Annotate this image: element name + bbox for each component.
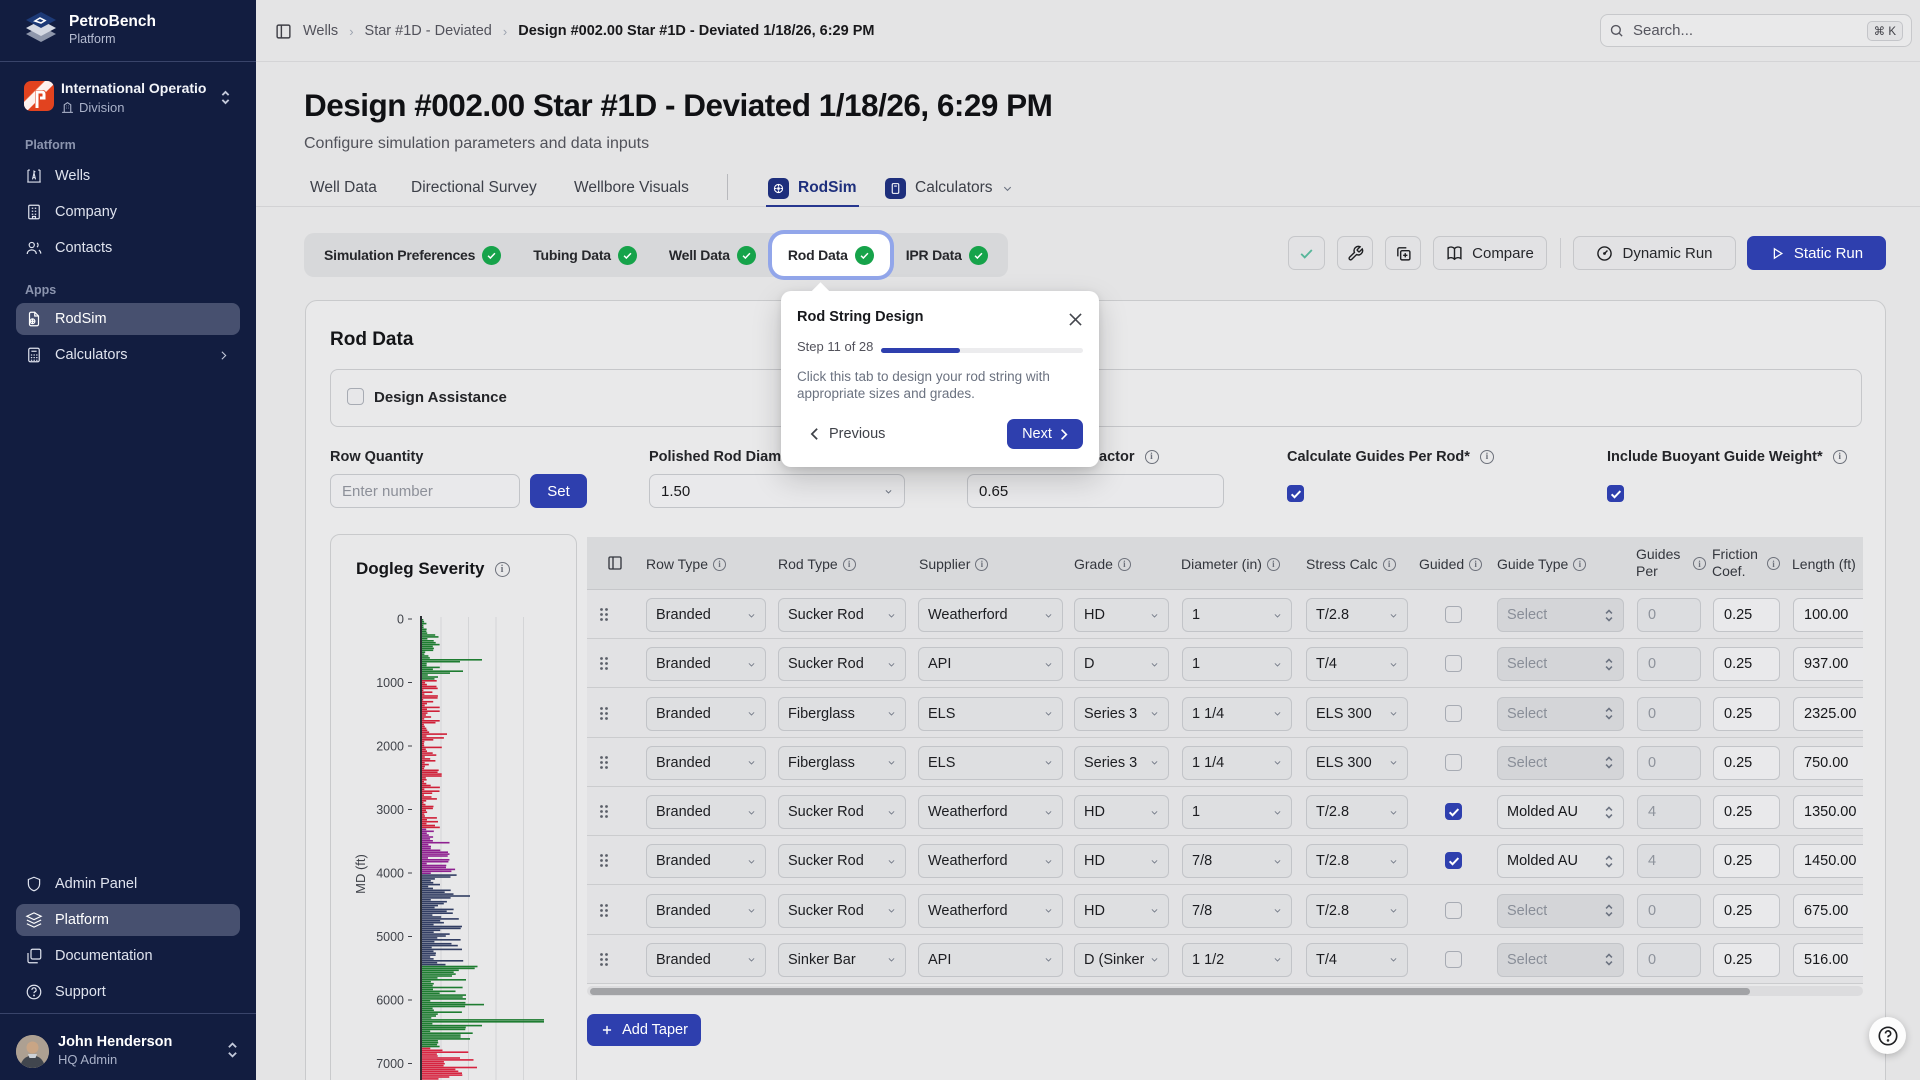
svg-text:7000: 7000 [376, 1057, 404, 1071]
svg-text:1000: 1000 [376, 676, 404, 690]
svg-text:2000: 2000 [376, 740, 404, 754]
svg-text:6000: 6000 [376, 994, 404, 1008]
svg-text:MD (ft): MD (ft) [353, 854, 368, 894]
svg-text:5000: 5000 [376, 930, 404, 944]
svg-text:0: 0 [397, 613, 404, 627]
svg-text:4000: 4000 [376, 867, 404, 881]
svg-text:3000: 3000 [376, 803, 404, 817]
